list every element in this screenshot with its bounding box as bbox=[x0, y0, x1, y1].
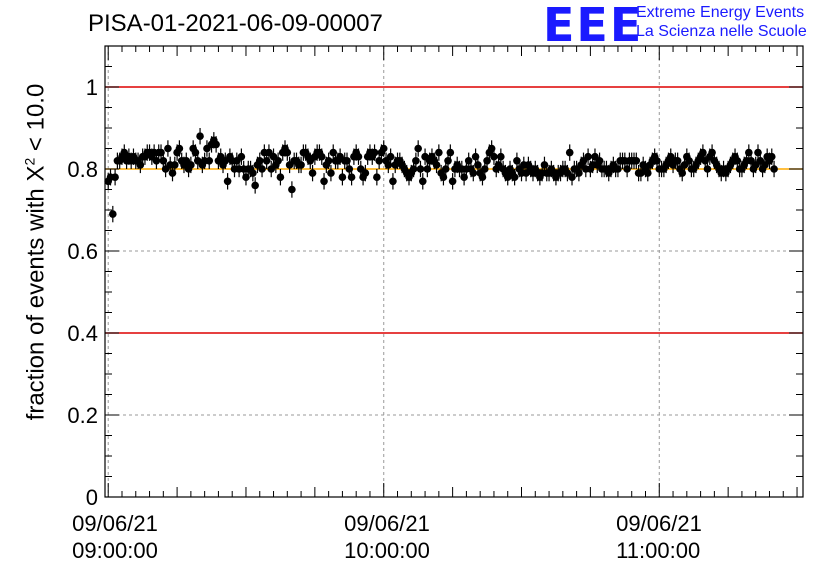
data-point bbox=[175, 144, 184, 153]
y-axis-label-exponent: 2 bbox=[21, 157, 38, 166]
data-point bbox=[283, 148, 292, 157]
y-tick-label: 1 bbox=[86, 75, 98, 100]
plot-frame bbox=[104, 45, 804, 498]
data-point bbox=[386, 152, 395, 161]
data-point bbox=[327, 169, 335, 177]
axis-ticks bbox=[105, 45, 803, 498]
data-point bbox=[584, 152, 592, 161]
data-point bbox=[767, 152, 776, 161]
logo-line-1: Extreme Energy Events bbox=[636, 4, 805, 21]
data-point bbox=[338, 173, 347, 181]
eee-logo: EEE bbox=[543, 0, 644, 52]
x-tick-time: 11:00:00 bbox=[616, 538, 701, 563]
x-tick-date: 09/06/21 bbox=[72, 511, 158, 536]
data-point bbox=[373, 173, 381, 181]
data-point bbox=[324, 157, 333, 165]
y-tick-label: 0.8 bbox=[67, 157, 98, 182]
data-point bbox=[565, 148, 574, 157]
chart-title: PISA-01-2021-06-09-00007 bbox=[88, 10, 383, 37]
data-point bbox=[446, 148, 455, 157]
data-point bbox=[435, 148, 443, 157]
data-point bbox=[418, 177, 427, 186]
logo-line-2: La Scienza nelle Scuole bbox=[636, 23, 807, 40]
x-tick-date: 09/06/21 bbox=[344, 511, 430, 536]
data-point bbox=[379, 144, 388, 153]
data-point bbox=[223, 177, 232, 186]
data-point bbox=[237, 152, 246, 161]
y-tick-label: 0 bbox=[86, 485, 98, 510]
data-point bbox=[196, 132, 204, 140]
data-point bbox=[632, 157, 641, 165]
data-point bbox=[469, 169, 478, 177]
eee-logo-text: Extreme Energy Events La Scienza nelle S… bbox=[636, 3, 807, 41]
data-point bbox=[361, 169, 370, 177]
data-point bbox=[212, 140, 220, 149]
data-point bbox=[276, 173, 285, 181]
data-point bbox=[171, 161, 179, 169]
data-point bbox=[347, 173, 356, 181]
data-point bbox=[354, 152, 363, 161]
data-point bbox=[416, 165, 425, 173]
reference-lines bbox=[105, 86, 803, 334]
data-point bbox=[497, 152, 505, 161]
data-point bbox=[111, 173, 119, 181]
x-tick-label-1: 09/06/21 10:00:00 bbox=[344, 510, 430, 564]
y-axis-label: fraction of events with X2 < 10.0 bbox=[22, 84, 51, 421]
x-tick-label-0: 09/06/21 09:00:00 bbox=[72, 510, 158, 564]
data-point bbox=[770, 165, 778, 173]
y-tick-label: 0.2 bbox=[67, 403, 98, 428]
y-tick-label: 0.6 bbox=[67, 239, 98, 264]
data-point bbox=[187, 161, 195, 169]
data-point bbox=[249, 169, 257, 177]
x-tick-label-2: 09/06/21 11:00:00 bbox=[616, 510, 702, 564]
data-point bbox=[432, 161, 441, 169]
x-tick-time: 09:00:00 bbox=[72, 538, 158, 563]
data-point bbox=[448, 177, 457, 186]
data-point bbox=[274, 157, 282, 165]
data-point bbox=[251, 181, 259, 190]
data-point bbox=[288, 185, 296, 194]
data-point bbox=[109, 210, 117, 218]
x-tick-date: 09/06/21 bbox=[616, 511, 702, 536]
grid-lines bbox=[105, 46, 803, 497]
data-point bbox=[308, 169, 317, 177]
y-tick-labels: 0 0.2 0.4 0.6 0.8 1 bbox=[67, 75, 98, 510]
data-point bbox=[414, 144, 422, 153]
data-point bbox=[389, 177, 397, 186]
data-point bbox=[320, 177, 328, 186]
data-point bbox=[703, 165, 712, 173]
data-point bbox=[412, 157, 420, 165]
data-point bbox=[297, 161, 305, 169]
data-point bbox=[317, 152, 326, 161]
data-point bbox=[490, 152, 498, 161]
x-tick-time: 10:00:00 bbox=[344, 538, 430, 563]
data-point bbox=[258, 165, 266, 173]
data-points bbox=[104, 128, 778, 223]
data-point bbox=[205, 157, 214, 165]
data-point bbox=[370, 148, 379, 157]
y-tick-label: 0.4 bbox=[67, 321, 98, 346]
y-axis-label-tail: < 10.0 bbox=[22, 83, 50, 158]
data-point bbox=[164, 144, 172, 153]
data-point bbox=[510, 173, 519, 181]
y-axis-label-main: fraction of events with X bbox=[22, 165, 50, 421]
